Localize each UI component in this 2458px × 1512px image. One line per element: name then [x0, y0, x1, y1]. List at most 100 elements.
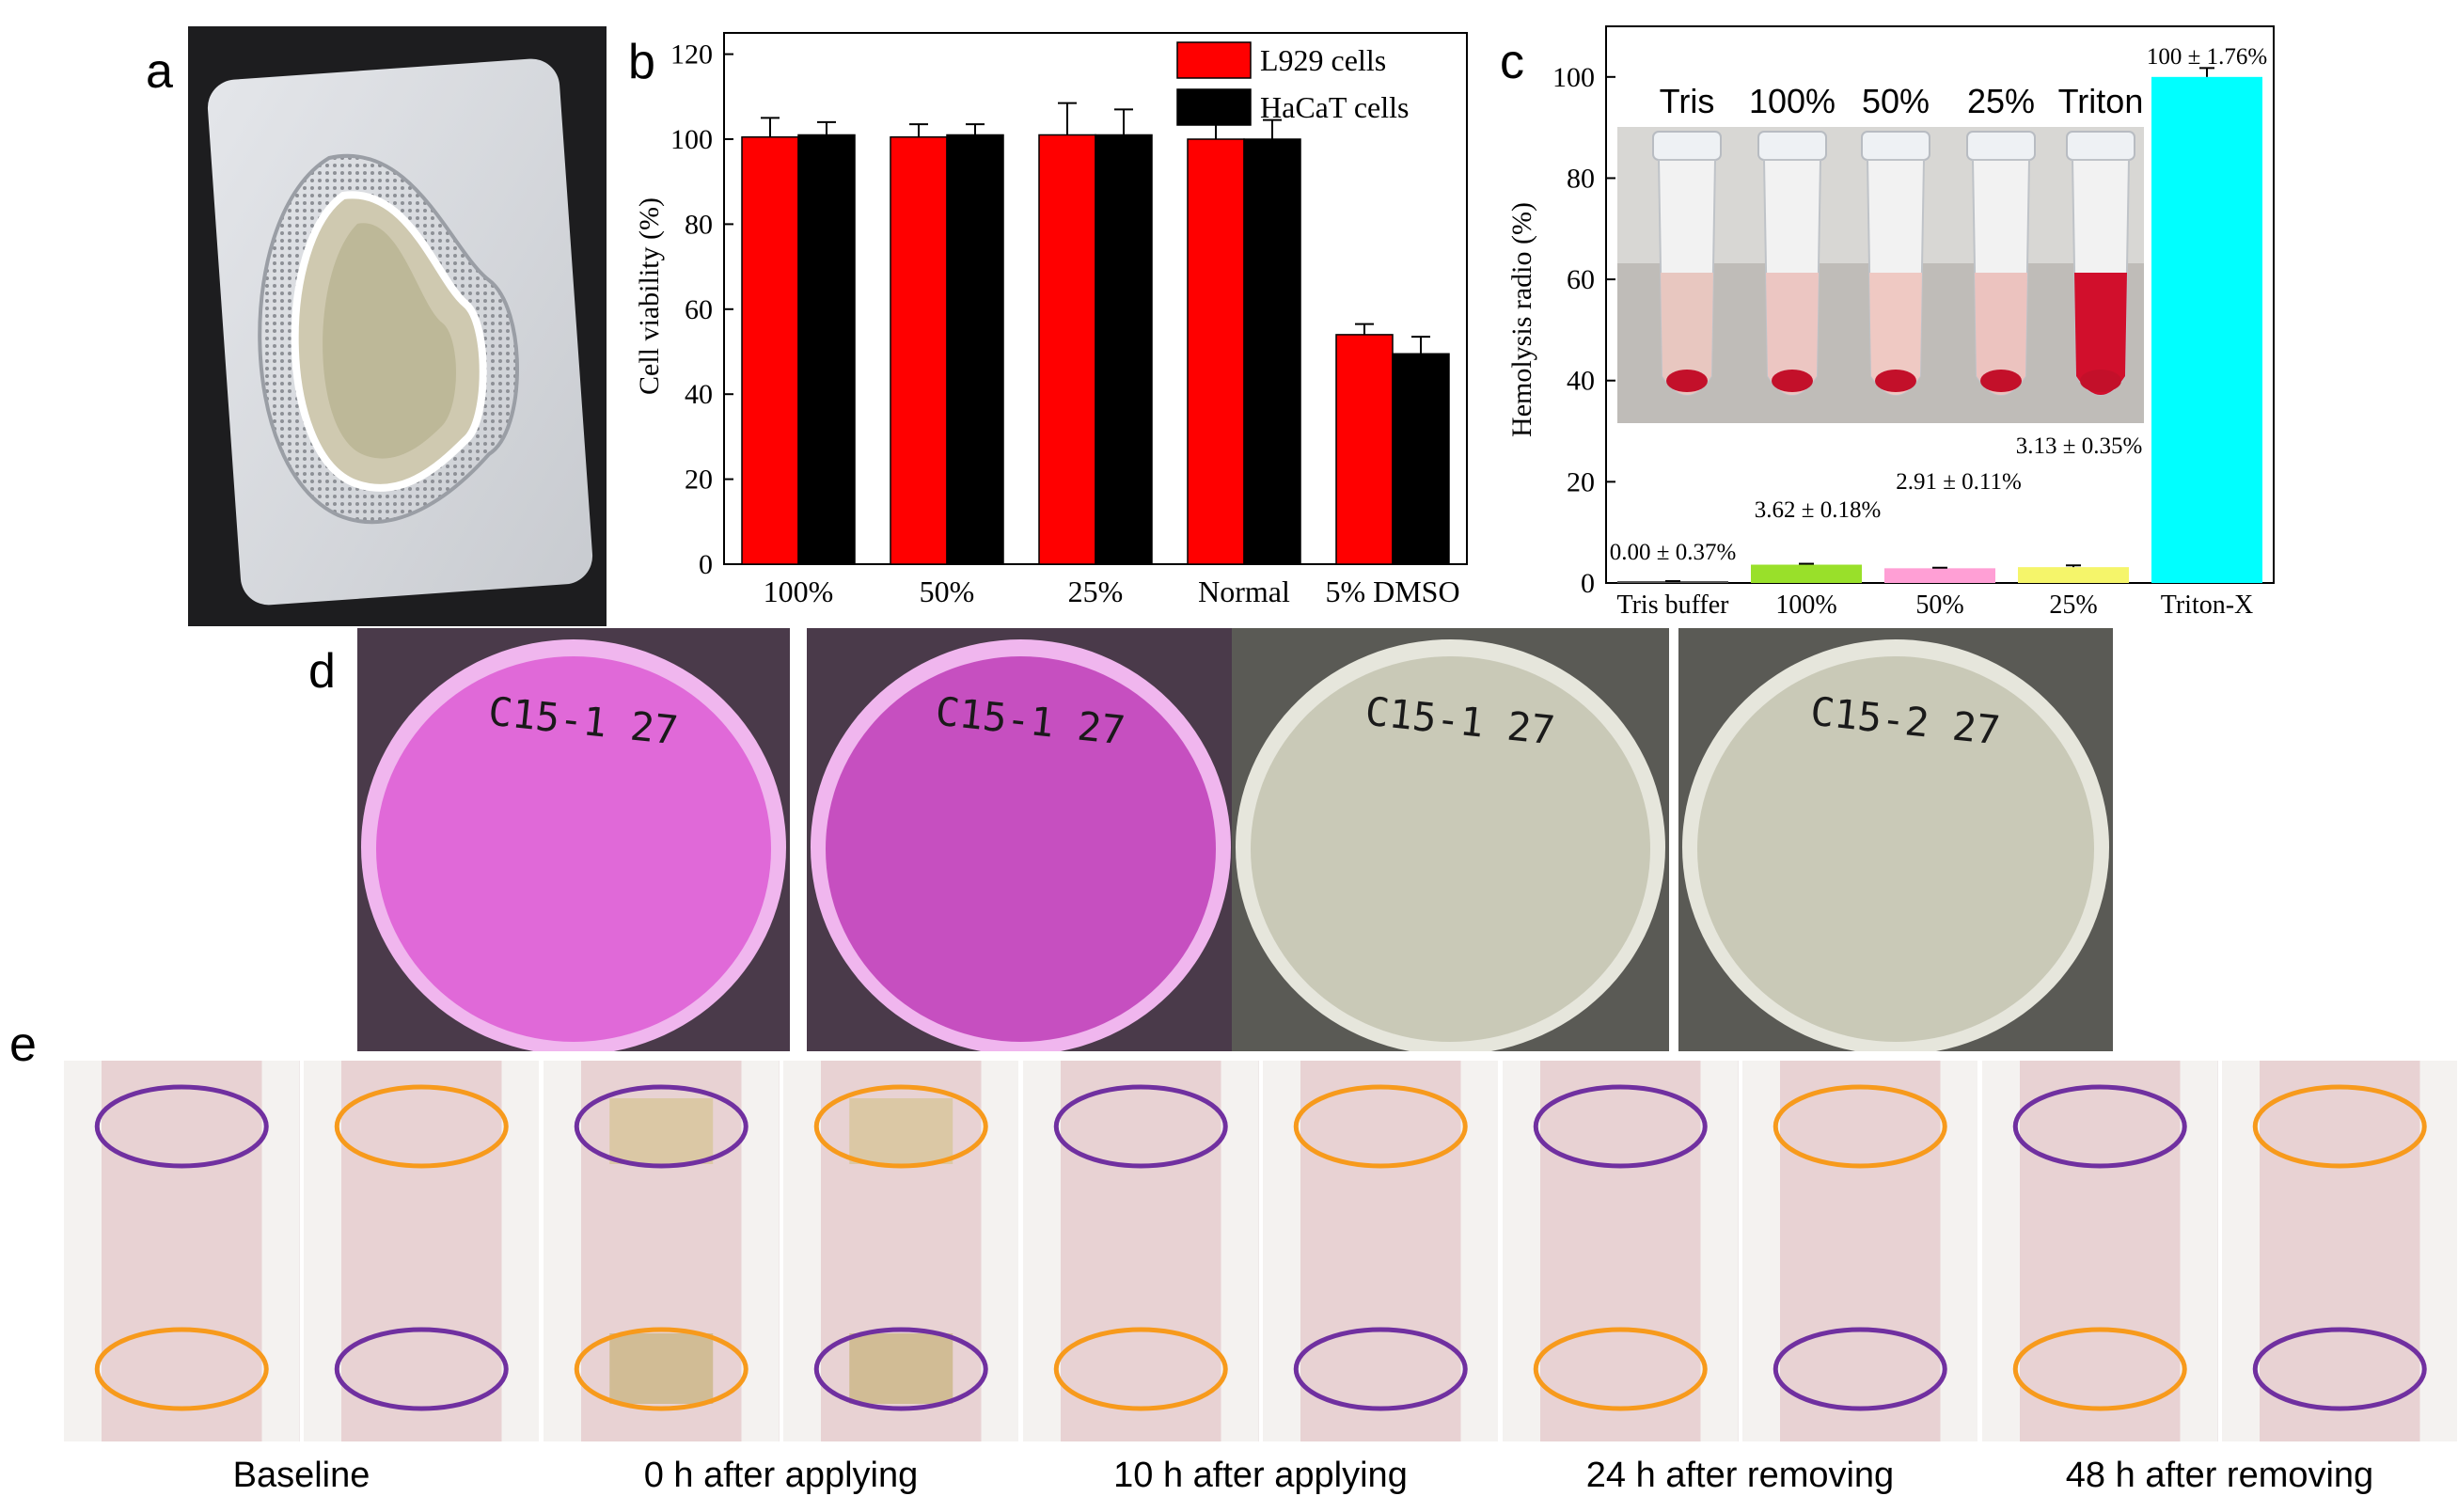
tube-cap [1652, 131, 1722, 161]
chart-c-xtick-label: 100% [1775, 591, 1836, 620]
chart-c-ytick-label: 60 [1567, 264, 1595, 295]
chart-b-ytick-label: 40 [685, 379, 713, 410]
chart-b-xtick-label: 5% DMSO [1325, 575, 1459, 608]
tube-cap [1757, 131, 1827, 161]
shaved-skin [1540, 1061, 1701, 1441]
agar-plate-photo: C15-1 27 [357, 628, 790, 1051]
chart-b-bar [1335, 334, 1394, 565]
chart-c-bar [2151, 76, 2262, 583]
tube-liquid [2074, 273, 2127, 395]
chart-b-ytick-label: 20 [685, 465, 713, 496]
fur-edge [782, 1061, 821, 1441]
chart-b-bar [1243, 138, 1301, 565]
panel-letter-d: d [308, 644, 336, 699]
plate-medium [1697, 656, 2094, 1042]
tube-pellet [1666, 370, 1708, 392]
skin-photo [64, 1061, 300, 1441]
patch-package-drawing [207, 58, 593, 606]
chart-b-bar [890, 135, 948, 565]
chart-c-xtick-label: Tris buffer [1616, 591, 1729, 620]
chart-c-xtick-label: 25% [2049, 591, 2097, 620]
fur-edge [64, 1061, 102, 1441]
plate-medium [1251, 656, 1650, 1042]
test-site-ellipse [2012, 1084, 2187, 1169]
inset-tube-label: 100% [1749, 82, 1836, 120]
test-site-ellipse [334, 1327, 509, 1411]
skin-photo [544, 1061, 780, 1441]
chart-c-data-label: 0.00 ± 0.37% [1610, 540, 1737, 565]
chart-b-bar [1392, 353, 1450, 565]
fur-edge [2221, 1061, 2260, 1441]
chart-c-xtick-label: 50% [1915, 591, 1963, 620]
test-site-ellipse [813, 1327, 988, 1411]
test-site-ellipse [1533, 1084, 1708, 1169]
chart-c-bar [1751, 564, 1862, 583]
shaved-skin [102, 1061, 262, 1441]
chart-c-ylabel: Hemolysis radio (%) [1506, 202, 1537, 437]
skin-photo [303, 1061, 539, 1441]
skin-photo [1741, 1061, 1977, 1441]
chart-b-ytick-label: 80 [685, 209, 713, 240]
chart-c-data-label: 3.13 ± 0.35% [2016, 433, 2143, 459]
fur-edge [1700, 1061, 1739, 1441]
skin-photo [1503, 1061, 1739, 1441]
applied-patch [848, 1333, 953, 1404]
agar-plate-photo: C15-2 27 [1678, 628, 2113, 1051]
tube-cap [1861, 131, 1930, 161]
chart-b-xtick-label: 50% [920, 575, 975, 608]
test-site-ellipse [2252, 1084, 2427, 1169]
chart-b-xtick-label: 100% [764, 575, 834, 608]
chart-b-legend-label: L929 cells [1260, 43, 1386, 77]
fur-edge [741, 1061, 780, 1441]
chart-b-ytick-label: 100 [670, 124, 713, 155]
tube-pellet [1875, 370, 1916, 392]
fur-edge [1023, 1061, 1061, 1441]
test-site-ellipse [2012, 1327, 2187, 1411]
tube-liquid [1661, 273, 1713, 395]
chart-c-ytick-label: 0 [1581, 568, 1595, 599]
panel-letter-e: e [9, 1017, 37, 1072]
cell-viability-chart: 0 20 40 60 80 100 120 100% 50% 25% Normal 5% DMSO L9… [634, 32, 1468, 608]
chart-c-data-label: 3.62 ± 0.18% [1755, 497, 1882, 523]
chart-c-bar [2018, 567, 2129, 583]
chart-b-ytick-label: 120 [670, 39, 713, 71]
chart-c-data-label: 2.91 ± 0.11% [1896, 469, 2022, 495]
fur-edge [2419, 1061, 2457, 1441]
shaved-skin [1300, 1061, 1460, 1441]
shaved-skin [2259, 1061, 2419, 1441]
shaved-skin [1061, 1061, 1221, 1441]
skin-timepoint-caption: 0 h after applying [643, 1456, 919, 1495]
fur-edge [1460, 1061, 1498, 1441]
skin-timepoint-caption: 10 h after applying [1113, 1456, 1408, 1495]
test-site-ellipse [1053, 1084, 1228, 1169]
chart-b-legend-label: HaCaT cells [1260, 90, 1409, 124]
test-site-ellipse [1533, 1327, 1708, 1411]
plate-medium [826, 656, 1216, 1042]
shaved-skin [340, 1061, 501, 1441]
chart-c-ytick-label: 100 [1552, 62, 1595, 93]
fur-edge [1982, 1061, 2020, 1441]
chart-b-bar [946, 134, 1004, 565]
tube-liquid [1975, 273, 2027, 395]
skin-photo [782, 1061, 1018, 1441]
applied-patch [848, 1098, 953, 1164]
test-site-ellipse [574, 1327, 748, 1411]
test-site-ellipse [94, 1084, 269, 1169]
test-site-ellipse [1053, 1327, 1228, 1411]
fur-edge [1221, 1061, 1259, 1441]
fur-edge [261, 1061, 300, 1441]
chart-c-data-label: 100 ± 1.76% [2147, 44, 2267, 70]
inset-tube-label: 50% [1862, 82, 1930, 120]
skin-timepoint-caption: Baseline [232, 1456, 370, 1495]
tube-pellet [2080, 370, 2121, 392]
fur-edge [981, 1061, 1018, 1441]
fur-edge [1262, 1061, 1300, 1441]
skin-photo [1982, 1061, 2218, 1441]
chart-c-bar [1884, 568, 1995, 583]
panel-letter-a: a [146, 44, 173, 99]
fur-edge [303, 1061, 341, 1441]
tube-cap [2066, 131, 2135, 161]
applied-patch [609, 1333, 714, 1404]
chart-c-xtick-label: Triton-X [2161, 591, 2254, 620]
fur-edge [1503, 1061, 1540, 1441]
